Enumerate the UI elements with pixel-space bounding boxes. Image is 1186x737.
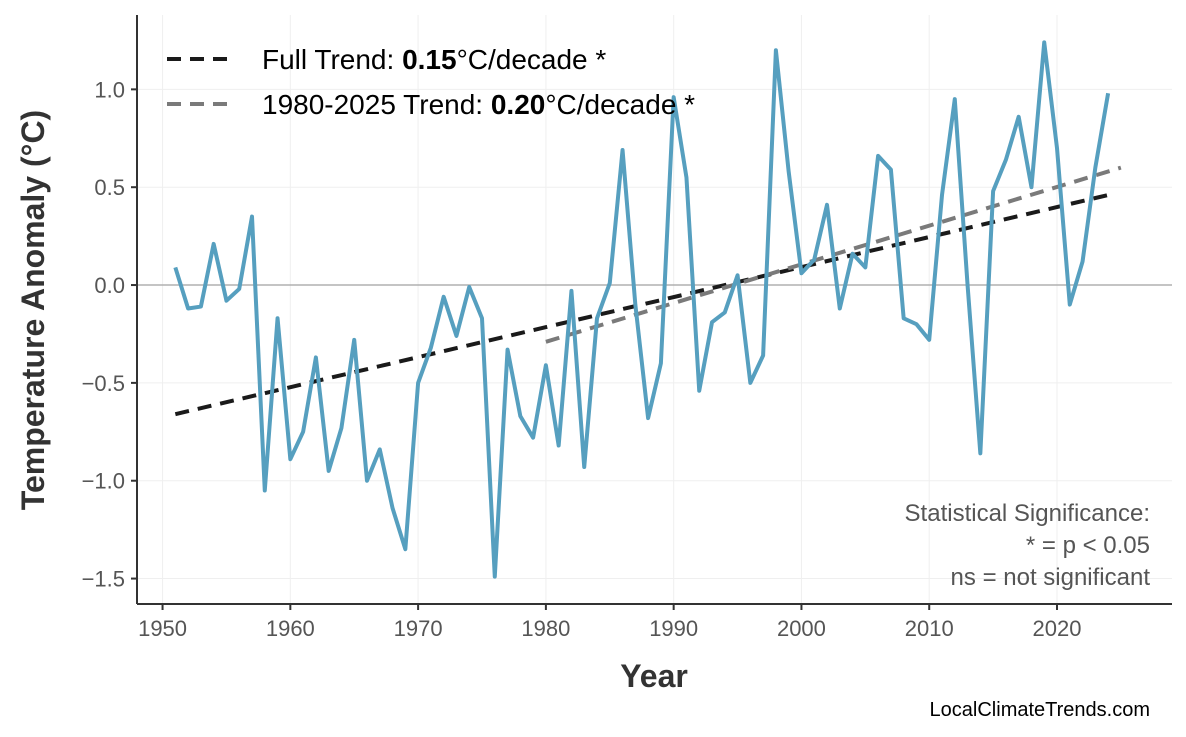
x-axis-label: Year [620, 658, 688, 694]
x-tick-label: 2020 [1033, 616, 1082, 641]
series [173, 40, 1111, 579]
legend-label-full-trend: Full Trend: 0.15°C/decade * [262, 44, 606, 75]
x-tick-label: 2010 [905, 616, 954, 641]
note-line-3: ns = not significant [951, 564, 1151, 591]
y-ticks: −1.5 −1.0 −0.5 0.0 0.5 1.0 [82, 77, 137, 592]
x-tick-label: 1970 [394, 616, 443, 641]
y-tick-label: −0.5 [82, 371, 125, 396]
y-axis-label: Temperature Anomaly (°C) [15, 110, 51, 510]
y-tick-label: −1.0 [82, 469, 125, 494]
significance-note: Statistical Significance: * = p < 0.05 n… [905, 500, 1151, 591]
note-line-2: * = p < 0.05 [1026, 532, 1150, 559]
axes [136, 15, 1172, 605]
x-tick-label: 2000 [777, 616, 826, 641]
credit: LocalClimateTrends.com [930, 699, 1150, 721]
legend-label-1980-trend: 1980-2025 Trend: 0.20°C/decade * [262, 89, 695, 120]
anomaly-line [173, 40, 1111, 579]
legend: Full Trend: 0.15°C/decade * 1980-2025 Tr… [167, 44, 695, 120]
y-tick-label: 0.5 [94, 175, 125, 200]
note-line-1: Statistical Significance: [905, 500, 1150, 527]
x-tick-label: 1990 [649, 616, 698, 641]
x-ticks: 1950 1960 1970 1980 1990 2000 2010 2020 [138, 604, 1081, 641]
y-tick-label: 1.0 [94, 77, 125, 102]
x-tick-label: 1960 [266, 616, 315, 641]
x-tick-label: 1950 [138, 616, 187, 641]
y-tick-label: −1.5 [82, 567, 125, 592]
x-tick-label: 1980 [521, 616, 570, 641]
y-tick-label: 0.0 [94, 273, 125, 298]
